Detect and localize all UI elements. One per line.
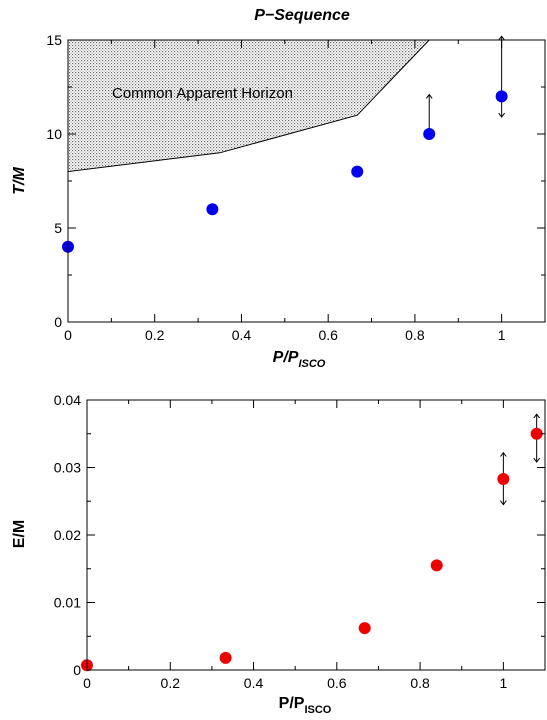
y-tick-label: 0 <box>54 314 62 330</box>
y-axis-ticks: 0 5 10 15 <box>46 32 545 330</box>
plot-frame <box>86 399 546 671</box>
x-tick-label: 0.6 <box>327 675 347 691</box>
data-point <box>430 559 443 572</box>
x-tick-label: 0.2 <box>161 675 181 691</box>
y-tick-label: 5 <box>54 220 62 236</box>
error-arrows <box>503 414 536 504</box>
x-tick-label: 0.4 <box>232 327 252 343</box>
y-tick-label: 15 <box>46 32 62 48</box>
data-point <box>423 128 436 140</box>
x-axis-ticks: 0 0.2 0.4 0.6 0.8 1 <box>64 40 546 343</box>
apparent-horizon-region <box>67 39 431 173</box>
region-label: Common Apparent Horizon <box>112 85 293 102</box>
t-over-m-chart: P−Sequence Common Apparent Horizon 0 0.2 0… <box>11 7 546 370</box>
x-tick-label: 1 <box>498 327 506 343</box>
data-point <box>219 651 232 664</box>
y-tick-label: 0 <box>73 662 81 678</box>
y-tick-label: 0.01 <box>54 595 81 611</box>
data-point <box>206 203 219 216</box>
x-tick-label: 1 <box>499 675 507 691</box>
x-tick-label: 0.6 <box>318 327 338 343</box>
data-point <box>495 90 508 103</box>
error-arrows <box>429 36 501 134</box>
data-point <box>497 472 510 485</box>
x-tick-label: 0 <box>83 675 91 691</box>
x-tick-label: 0.2 <box>145 327 165 343</box>
data-point <box>530 427 543 440</box>
chart-title: P−Sequence <box>254 7 350 24</box>
y-axis-title: T/M <box>11 167 28 195</box>
y-axis-ticks: 0 0.01 0.02 0.03 0.04 <box>54 392 545 678</box>
x-tick-label: 0.8 <box>405 327 425 343</box>
x-tick-label: 0.4 <box>244 675 264 691</box>
y-tick-label: 0.02 <box>54 527 81 543</box>
x-axis-title: P/PISCO <box>273 349 326 370</box>
e-over-m-chart: 0 0.2 0.4 0.6 0.8 1 0 0.01 0.02 0.03 0.04 P/PISCO… <box>11 392 546 716</box>
data-points <box>81 427 543 672</box>
y-axis-title: E/M <box>11 520 28 548</box>
x-axis-ticks: 0 0.2 0.4 0.6 0.8 1 <box>83 400 546 691</box>
y-tick-label: 0.04 <box>54 392 81 408</box>
y-tick-label: 10 <box>46 126 62 142</box>
x-tick-label: 0 <box>64 327 72 343</box>
x-tick-label: 0.8 <box>410 675 430 691</box>
y-tick-label: 0.03 <box>54 460 81 476</box>
data-point <box>351 165 364 178</box>
data-point <box>358 622 371 635</box>
x-axis-title: P/PISCO <box>279 695 332 716</box>
